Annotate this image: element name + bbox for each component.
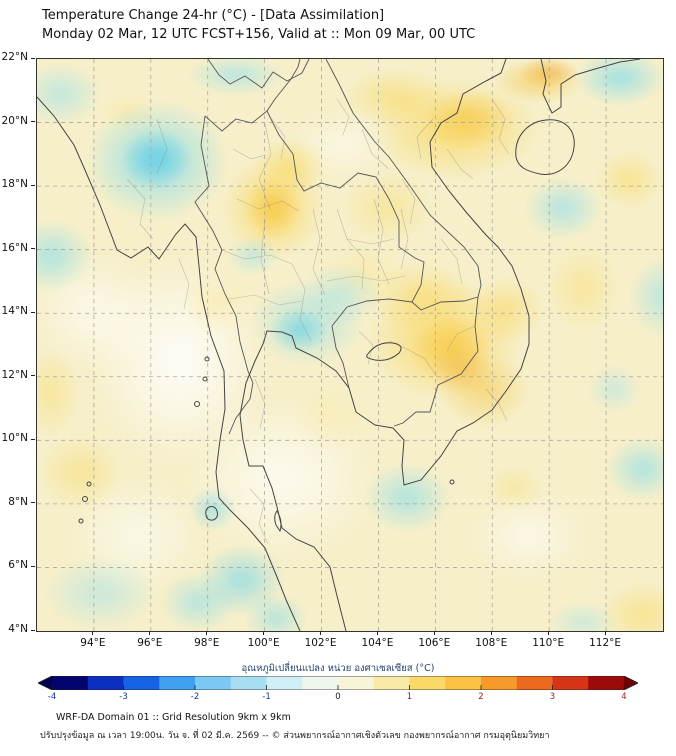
- colorbar-tick-label: 4: [621, 692, 627, 702]
- y-axis-label: 4°N: [8, 623, 28, 635]
- y-axis-label: 18°N: [1, 178, 28, 191]
- y-axis-tick: [31, 311, 35, 313]
- colorbar-tick-label: 1: [406, 692, 413, 702]
- page-subtitle: Monday 02 Mar, 12 UTC FCST+156, Valid at…: [42, 27, 476, 42]
- y-axis-tick: [31, 438, 35, 440]
- anomaly-blob: [579, 357, 649, 421]
- anomaly-blob: [108, 119, 204, 199]
- colorbar-tick-label: 3: [549, 692, 556, 702]
- anomaly-blob: [349, 452, 465, 544]
- x-axis-label: 102°E: [304, 637, 337, 649]
- x-axis-label: 106°E: [418, 637, 451, 649]
- x-axis-label: 96°E: [137, 637, 163, 649]
- footer-domain-info: WRF-DA Domain 01 :: Grid Resolution 9km …: [56, 712, 291, 723]
- x-axis-tick: [149, 631, 151, 635]
- y-axis-tick: [31, 57, 35, 59]
- y-axis-label: 16°N: [1, 241, 28, 254]
- colorbar-label: อุณหภูมิเปลี่ยนแปลง หน่วย องศาเซลเซียส (…: [241, 663, 435, 674]
- y-axis-tick: [31, 565, 35, 567]
- anomaly-blob: [286, 252, 396, 336]
- x-axis-label: 112°E: [589, 637, 622, 649]
- x-axis-label: 94°E: [80, 637, 106, 649]
- anomaly-blob: [538, 594, 628, 631]
- colorbar-tick-label: 2: [478, 692, 484, 702]
- y-axis-tick: [31, 502, 35, 504]
- anomaly-blob: [278, 373, 382, 463]
- x-axis-tick: [320, 631, 322, 635]
- x-axis-tick: [604, 631, 606, 635]
- page-title: Temperature Change 24-hr (°C) - [Data As…: [42, 8, 385, 23]
- footer-update-info: ปรับปรุงข้อมูล ณ เวลา 19:00น. วัน จ. ที่…: [40, 731, 550, 741]
- y-axis-label: 14°N: [1, 305, 28, 318]
- x-axis-tick: [92, 631, 94, 635]
- y-axis-label: 8°N: [8, 495, 28, 508]
- y-axis-label: 20°N: [1, 114, 28, 127]
- colorbar-tick-label: 0: [335, 692, 341, 702]
- anomaly-blob: [219, 229, 287, 283]
- x-axis-tick: [547, 631, 549, 635]
- x-axis-tick: [263, 631, 265, 635]
- anomaly-blob: [475, 456, 555, 520]
- y-axis-label: 22°N: [1, 51, 28, 63]
- anomaly-blob: [421, 336, 501, 404]
- y-axis-tick: [31, 121, 35, 123]
- map-frame: [36, 58, 664, 632]
- anomaly-blob: [595, 427, 663, 511]
- anomaly-blob: [325, 59, 465, 137]
- anomaly-blob: [242, 127, 338, 207]
- x-axis-label: 108°E: [475, 637, 508, 649]
- x-axis-label: 104°E: [361, 637, 394, 649]
- colorbar-tick-label: -2: [190, 692, 200, 702]
- y-axis-tick: [31, 184, 35, 186]
- colorbar-tick-label: -1: [262, 692, 271, 702]
- anomaly-blob: [511, 166, 615, 250]
- x-axis-label: 100°E: [247, 637, 280, 649]
- x-axis-label: 110°E: [532, 637, 565, 649]
- anomaly-blob: [181, 479, 245, 539]
- x-axis-tick: [376, 631, 378, 635]
- colorbar: [38, 676, 638, 690]
- colorbar-tick-label: -4: [47, 692, 57, 702]
- y-axis-label: 12°N: [1, 368, 28, 381]
- colorbar-tick-label: -3: [119, 692, 128, 702]
- y-axis-tick: [31, 248, 35, 250]
- y-axis-tick: [31, 629, 35, 631]
- x-axis-tick: [206, 631, 208, 635]
- y-axis-label: 6°N: [8, 559, 28, 572]
- y-axis-label: 10°N: [1, 432, 28, 445]
- x-axis-tick: [433, 631, 435, 635]
- anomaly-blob: [560, 59, 663, 116]
- y-axis-tick: [31, 375, 35, 377]
- temperature-field-layer: [37, 59, 663, 631]
- x-axis-label: 98°E: [194, 637, 220, 649]
- colorbar-tick-labels: -4 -3 -2 -1 0 1 2 3 4: [48, 692, 627, 704]
- x-axis-tick: [490, 631, 492, 635]
